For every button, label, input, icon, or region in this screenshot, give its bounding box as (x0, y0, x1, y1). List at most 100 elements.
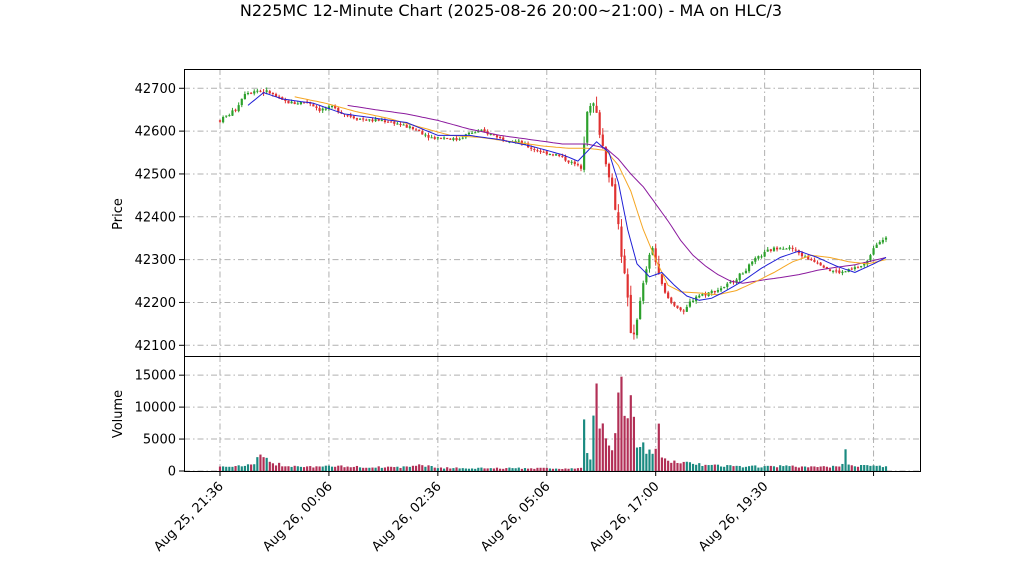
candle-body (810, 258, 813, 260)
candle-body (841, 271, 844, 274)
candle-body (576, 164, 579, 166)
candle-body (825, 267, 828, 269)
volume-bar (607, 445, 611, 471)
volume-bar (866, 465, 869, 471)
candle-body (844, 271, 847, 273)
volume-bar (470, 468, 474, 471)
candle-body (461, 137, 464, 139)
volume-y-tick-label: 10000 (135, 401, 176, 416)
candle-body (480, 129, 483, 131)
candle-body (682, 310, 685, 312)
volume-bar (576, 468, 579, 471)
x-tick-label: Aug 25, 21:36 (151, 479, 227, 555)
volume-bar (567, 468, 570, 471)
candle-body (797, 250, 800, 254)
candle-body (243, 93, 246, 100)
candle-body (411, 126, 415, 130)
candle-body (430, 137, 433, 139)
volume-bar (337, 465, 340, 471)
volume-bar (306, 466, 309, 471)
candle-body (246, 92, 250, 95)
candle-body (788, 247, 791, 249)
candle-body (561, 155, 564, 157)
candle-body (405, 124, 408, 128)
volume-bar (766, 465, 769, 471)
volume-bar (446, 467, 449, 471)
candle-body (365, 119, 368, 121)
candle-body (589, 106, 592, 113)
volume-bar (349, 467, 352, 471)
volume-bar (433, 467, 436, 471)
candle-body (442, 137, 446, 139)
candle-body (520, 141, 523, 144)
volume-bar (343, 467, 346, 471)
candle-body (710, 290, 713, 293)
volume-bar (654, 448, 657, 471)
volume-bar (635, 447, 639, 471)
volume-bar (561, 468, 564, 471)
candle-body (723, 286, 726, 288)
volume-bar (803, 466, 807, 471)
volume-bar (499, 468, 502, 471)
volume-bar (788, 466, 791, 471)
candle-body (872, 248, 875, 255)
price-y-tick-label: 42100 (135, 339, 176, 354)
candle-body (592, 103, 595, 106)
candle-body (396, 123, 399, 125)
volume-bar (716, 464, 720, 471)
candle-body (878, 241, 881, 245)
price-y-tick-label: 42600 (135, 125, 176, 140)
volume-bar (486, 468, 489, 471)
candle-body (470, 132, 474, 134)
volume-bar (452, 468, 455, 471)
volume-y-tick-label: 5000 (143, 433, 176, 448)
ma-long-line (347, 104, 887, 284)
candle-body (660, 274, 664, 284)
candle-body (225, 115, 228, 117)
volume-bar (754, 465, 757, 471)
volume-bar (374, 467, 377, 471)
volume-bar (218, 466, 222, 471)
candle-body (676, 305, 679, 309)
candle-body (327, 106, 331, 109)
candle-body (719, 288, 723, 291)
candle-body (508, 141, 511, 143)
candle-body (850, 268, 853, 270)
price-y-tick-label: 42200 (135, 296, 176, 311)
x-axis: Aug 25, 21:36 Aug 26, 00:06 Aug 26, 02:36 A… (151, 471, 875, 555)
volume-bar (838, 466, 841, 471)
candle-body (433, 137, 436, 139)
volume-bar (785, 465, 788, 471)
volume-bar (246, 464, 250, 471)
volume-bar (860, 464, 863, 471)
volume-bar (623, 415, 626, 471)
volume-bar (427, 465, 430, 471)
volume-bar (797, 467, 800, 471)
candle-body (377, 118, 380, 121)
volume-bar (414, 465, 418, 471)
candle-body (819, 262, 822, 266)
volume-bar (551, 468, 555, 471)
volume-bar (586, 453, 589, 471)
volume-bar (346, 466, 349, 471)
volume-bar (707, 465, 710, 471)
candle-body (489, 133, 492, 135)
volume-bar (869, 465, 872, 471)
candle-body (390, 121, 393, 123)
chart-title: N225MC 12-Minute Chart (2025-08-26 20:00… (240, 1, 782, 20)
candle-body (863, 263, 866, 266)
candle-body (772, 247, 776, 251)
volume-bar (791, 465, 794, 471)
candle-body (645, 269, 648, 283)
candle-body (455, 137, 458, 141)
volume-bar (604, 438, 607, 471)
candle-body (218, 120, 222, 122)
candle-body (371, 119, 374, 122)
price-axis-label: Price (111, 198, 126, 230)
volume-bar (284, 466, 287, 471)
candle-body (349, 115, 352, 117)
candle-body (838, 270, 841, 273)
candle-body (729, 282, 732, 284)
candle-body (281, 97, 284, 100)
volume-bar (769, 465, 772, 471)
